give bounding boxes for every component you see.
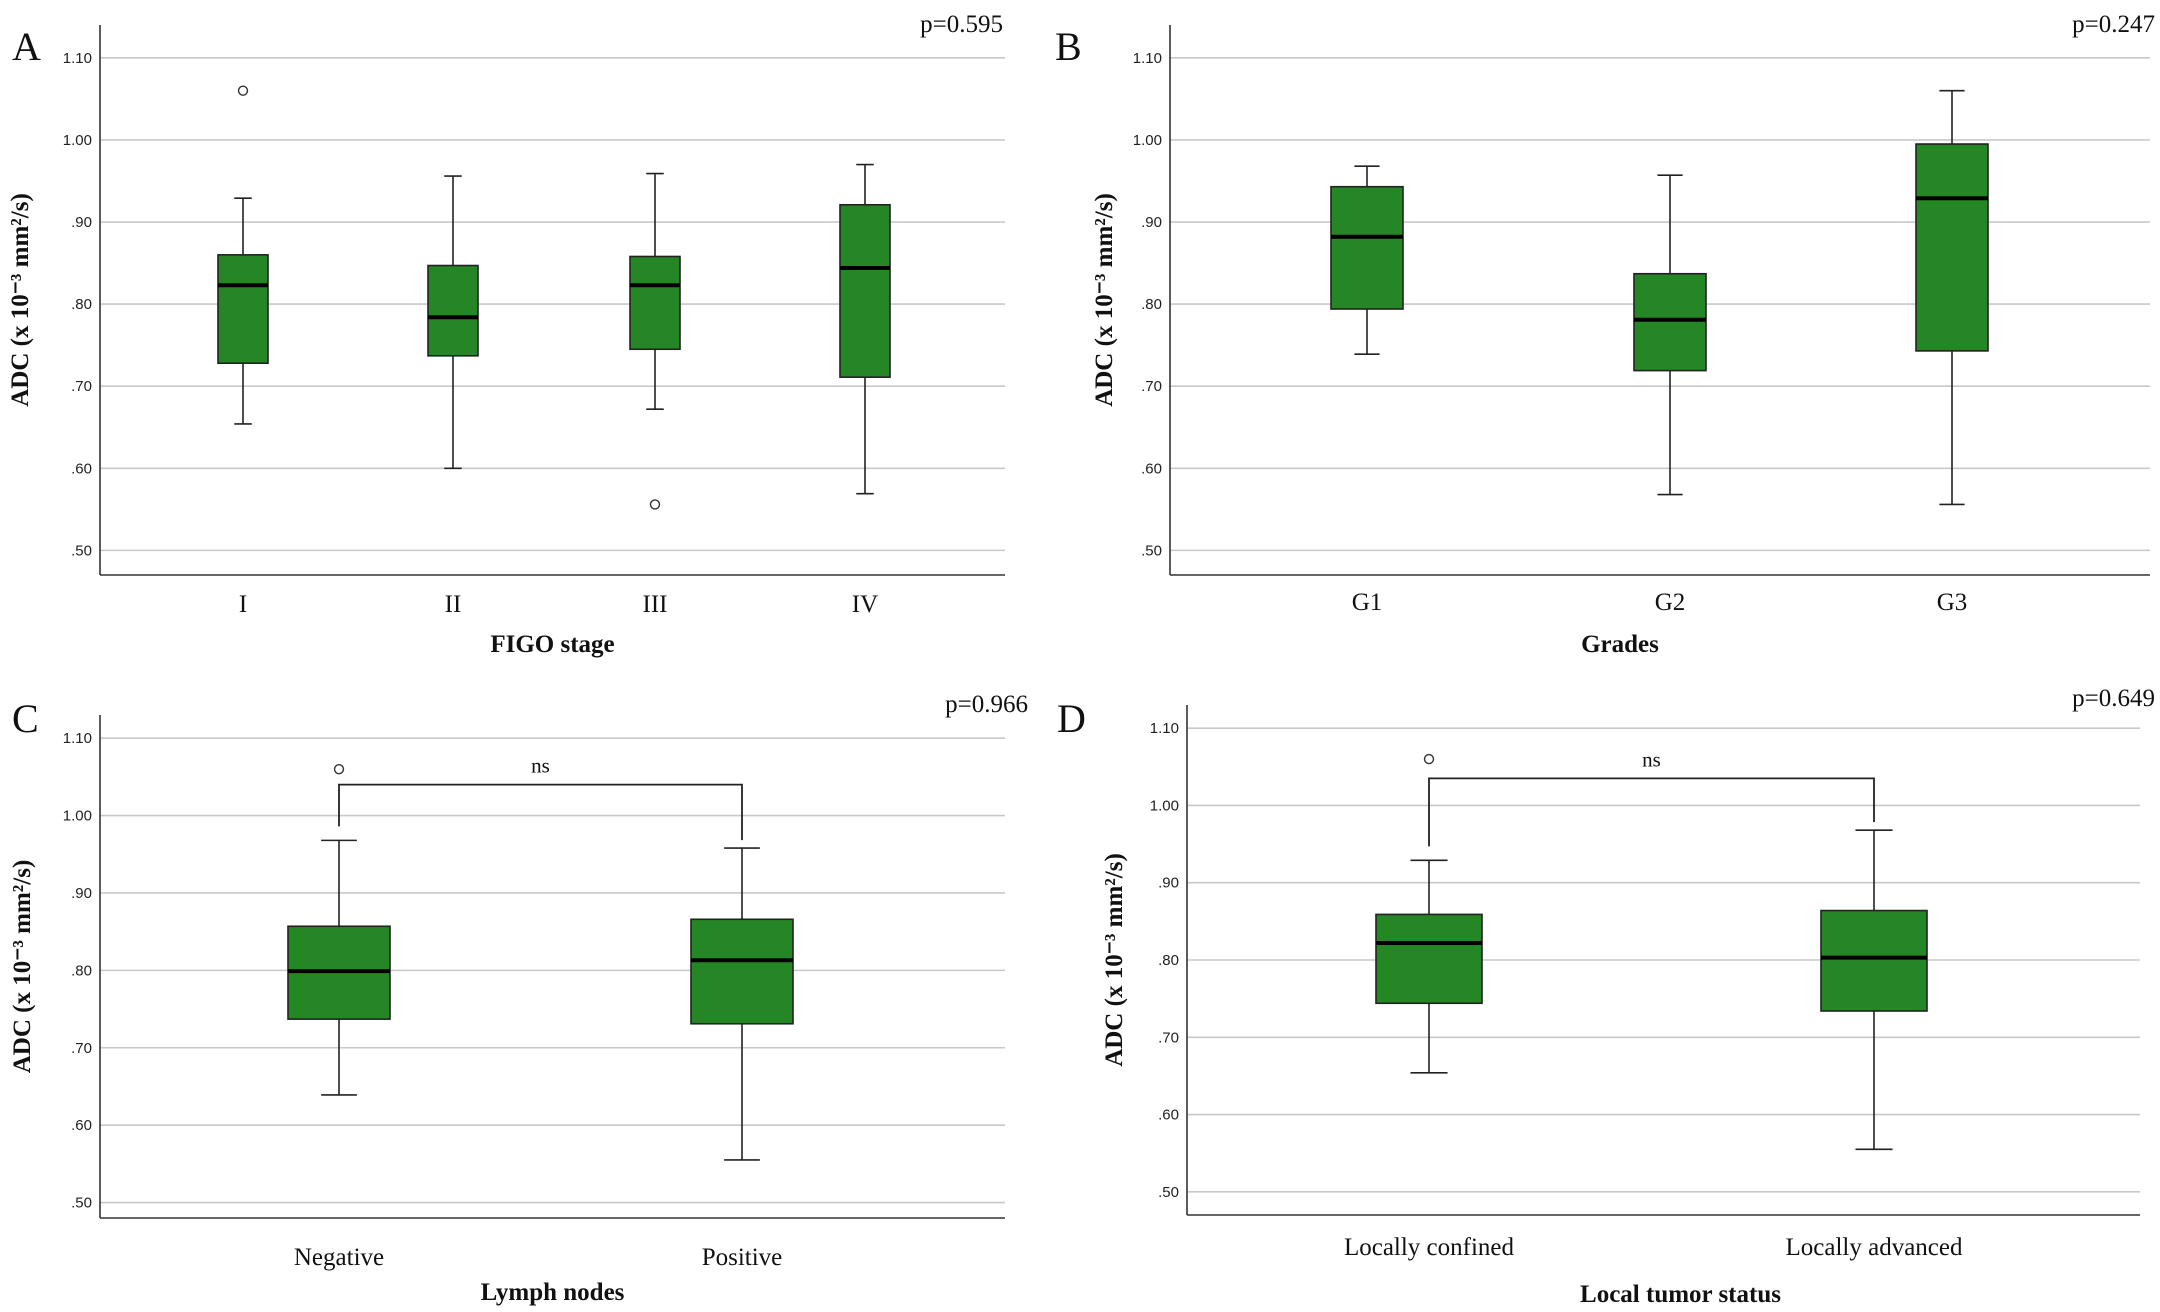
panel-b-ytick-label: 1.00 (1133, 132, 1162, 149)
panel-a-outlier-point (237, 85, 249, 96)
panel-a-box (629, 255, 681, 351)
panel-b-category-label: G2 (1655, 589, 1686, 616)
panel-d-x-axis-title: Local tumor status (1580, 1281, 1781, 1308)
panel-d-category-label: Locally confined (1344, 1234, 1515, 1261)
panel-c-category-label: Positive (702, 1244, 783, 1271)
panel-c-letter: C (12, 696, 39, 741)
panel-d-category-label: Locally advanced (1786, 1234, 1963, 1261)
panel-b-category-label: G3 (1937, 589, 1968, 616)
panel-a-category-label: II (445, 591, 462, 618)
panel-b-ytick-label: .50 (1141, 542, 1162, 559)
panel-b-ytick-label: .60 (1141, 460, 1162, 477)
panel-a-category-label: I (239, 591, 247, 618)
panel-a-letter: A (12, 24, 41, 69)
panel-a-box (217, 254, 269, 365)
panel-b-category-label: G1 (1352, 589, 1383, 616)
panel-a-outlier-point (649, 499, 661, 510)
panel-b-letter: B (1055, 24, 1082, 69)
panel-a-box (839, 203, 891, 378)
panel-d-p-value: p=0.649 (2072, 685, 2155, 712)
panel-b-p-value: p=0.247 (2072, 11, 2155, 38)
panel-d-ytick-label: .80 (1158, 952, 1179, 969)
panel-b-y-axis-title: ADC (x 10⁻³ mm²/s) (1091, 193, 1118, 407)
panel-b-box (1633, 272, 1707, 372)
panel-d-box (1375, 913, 1483, 1005)
panel-c-ytick-label: .50 (71, 1195, 92, 1212)
panel-a-ytick-label: 1.00 (63, 132, 92, 149)
panel-d-outlier-point (1423, 753, 1435, 765)
panel-a-y-axis-title: ADC (x 10⁻³ mm²/s) (7, 193, 34, 407)
panel-b-ytick-label: .70 (1141, 378, 1162, 395)
panel-c-ytick-label: 1.00 (63, 808, 92, 825)
panel-c-ytick-label: .80 (71, 962, 92, 979)
panel-d-letter: D (1057, 696, 1086, 741)
panel-c-y-axis-title: ADC (x 10⁻³ mm²/s) (9, 860, 36, 1074)
panel-b-ytick-label: 1.10 (1133, 50, 1162, 67)
panel-c-ytick-label: .60 (71, 1117, 92, 1134)
panel-d-ytick-label: 1.10 (1150, 720, 1179, 737)
panel-d-significance-label: ns (1642, 747, 1661, 771)
panel-b-ytick-label: .90 (1141, 214, 1162, 231)
panel-c-ytick-label: 1.10 (63, 730, 92, 747)
panel-a-ytick-label: .50 (71, 542, 92, 559)
panel-c-p-value: p=0.966 (945, 691, 1028, 718)
panel-b-box (1915, 143, 1989, 352)
panel-d-significance-bracket (1428, 777, 1875, 847)
panel-c-ytick-label: .70 (71, 1040, 92, 1057)
panel-d-ytick-label: .60 (1158, 1107, 1179, 1124)
panel-c-ytick-label: .90 (71, 885, 92, 902)
panel-a-ytick-label: .60 (71, 460, 92, 477)
panel-a-category-label: IV (852, 591, 878, 618)
panel-a-x-axis-title: FIGO stage (490, 631, 614, 658)
panel-c-category-label: Negative (294, 1244, 384, 1271)
panel-a-ytick-label: .90 (71, 214, 92, 231)
panel-b-box (1330, 185, 1404, 310)
panel-c-box (690, 918, 794, 1025)
panel-c-significance-label: ns (531, 754, 550, 778)
panel-a-box (427, 264, 479, 357)
panel-d-ytick-label: .50 (1158, 1184, 1179, 1201)
panel-d-y-axis-title: ADC (x 10⁻³ mm²/s) (1101, 853, 1128, 1067)
panel-d-box (1820, 909, 1928, 1012)
panel-b-ytick-label: .80 (1141, 296, 1162, 313)
panel-a-p-value: p=0.595 (920, 11, 1003, 38)
panel-c-x-axis-title: Lymph nodes (481, 1279, 625, 1306)
panel-d-ytick-label: 1.00 (1150, 797, 1179, 814)
panel-d-ytick-label: .70 (1158, 1029, 1179, 1046)
panel-a-category-label: III (643, 591, 668, 618)
panel-d-ytick-label: .90 (1158, 875, 1179, 892)
panel-c-outlier-point (333, 763, 345, 775)
panel-a-ytick-label: .80 (71, 296, 92, 313)
panel-c-significance-bracket (338, 783, 743, 841)
panel-a-ytick-label: 1.10 (63, 50, 92, 67)
panel-b-x-axis-title: Grades (1581, 631, 1659, 658)
panel-a-ytick-label: .70 (71, 378, 92, 395)
